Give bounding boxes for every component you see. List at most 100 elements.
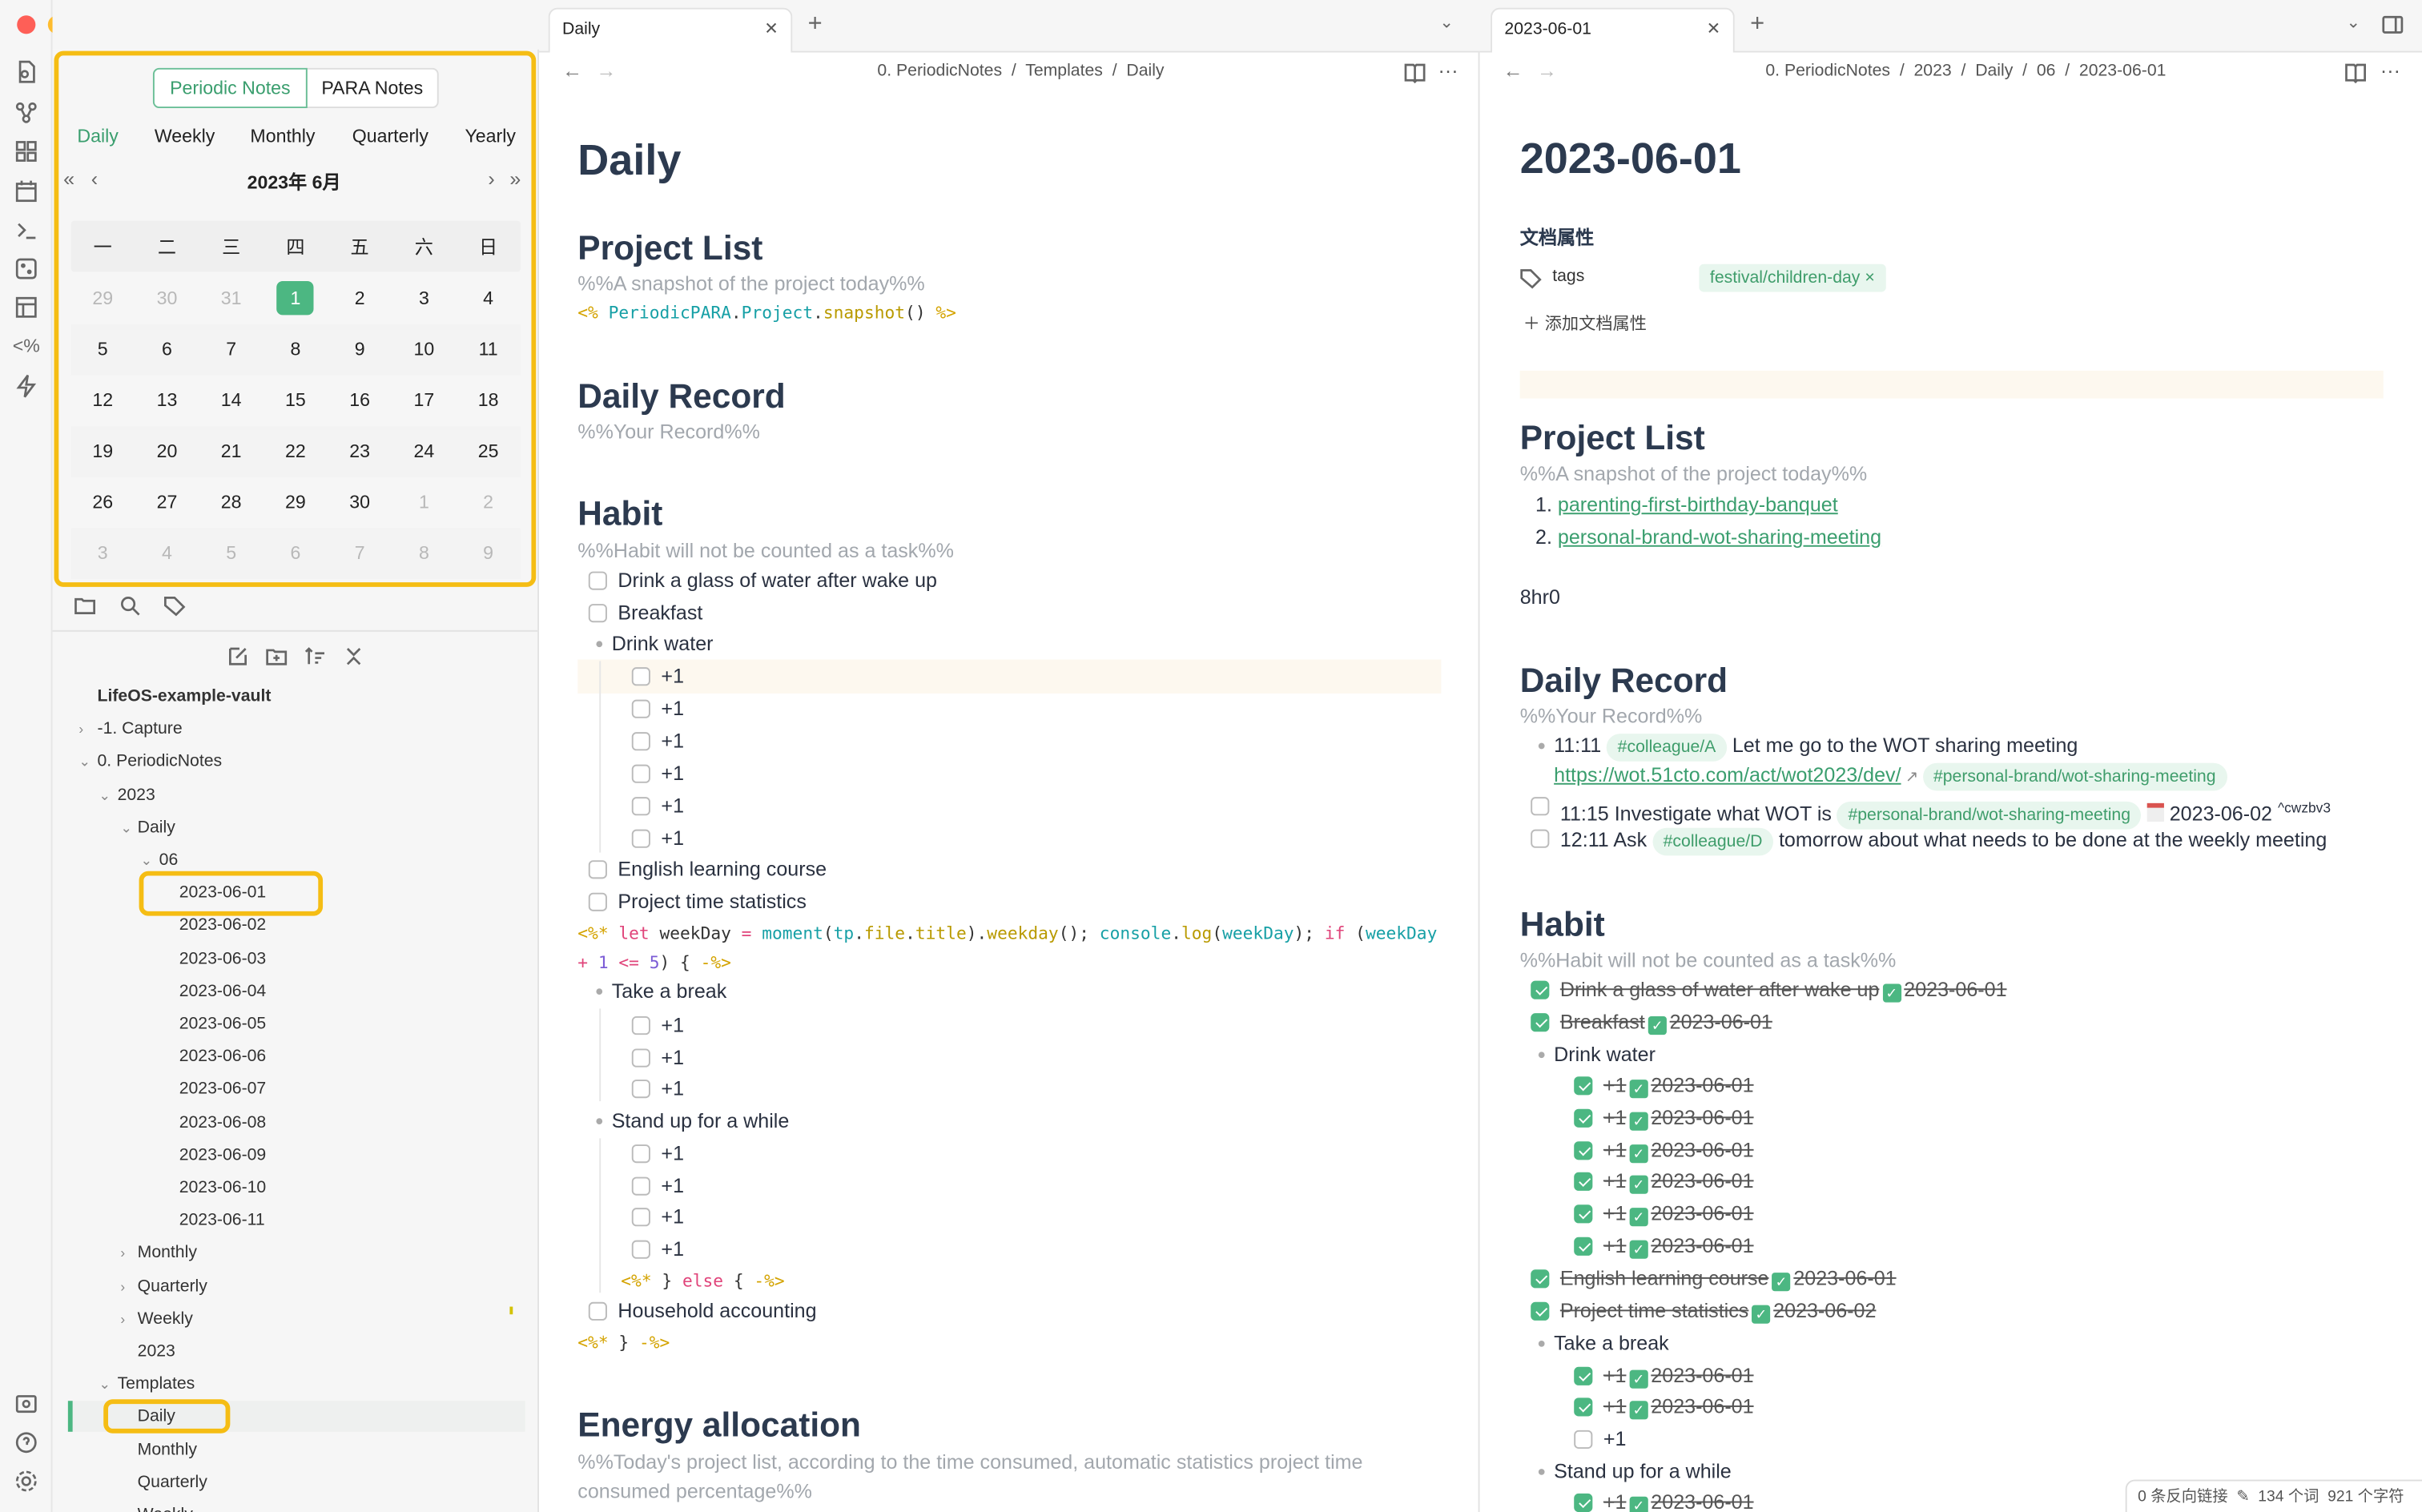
period-tab-yearly[interactable]: Yearly <box>465 125 516 147</box>
file-item[interactable]: 2023-06-09 <box>179 1145 267 1164</box>
folder-item[interactable]: -1. Capture <box>97 720 183 739</box>
task-checkbox[interactable] <box>631 797 650 816</box>
dice-icon[interactable] <box>14 256 38 281</box>
file-item[interactable]: Monthly <box>137 1440 197 1459</box>
chevron-right-icon[interactable]: › <box>120 1310 126 1327</box>
task-checkbox[interactable] <box>1574 1140 1593 1160</box>
project-link[interactable]: parenting-first-birthday-banquet <box>1557 493 1838 517</box>
prev-month-button[interactable]: ‹ <box>91 167 99 191</box>
folder-icon[interactable] <box>73 593 98 618</box>
backlinks-count[interactable]: 0 条反向链接 <box>2138 1489 2228 1506</box>
property-value-tag[interactable]: festival/children-day × <box>1699 263 1886 292</box>
help-icon[interactable] <box>14 1430 38 1455</box>
calendar-day[interactable]: 2 <box>354 287 365 309</box>
chevron-right-icon[interactable]: › <box>120 1278 126 1294</box>
task-checkbox[interactable] <box>1531 1269 1550 1289</box>
search-icon[interactable] <box>118 593 143 618</box>
calendar-day[interactable]: 7 <box>226 338 237 360</box>
calendar-day[interactable]: 2 <box>483 491 494 513</box>
tag[interactable]: #personal-brand/wot-sharing-meeting <box>1837 802 2142 830</box>
folder-item[interactable]: Quarterly <box>137 1277 207 1296</box>
chevron-down-icon[interactable]: ⌄ <box>78 754 91 770</box>
project-link[interactable]: personal-brand-wot-sharing-meeting <box>1557 525 1882 549</box>
calendar-day[interactable]: 3 <box>97 541 108 564</box>
task-checkbox[interactable] <box>1574 1204 1593 1224</box>
task-checkbox[interactable] <box>631 1144 650 1164</box>
file-item[interactable]: 2023-06-10 <box>179 1178 267 1197</box>
calendar-day[interactable]: 29 <box>285 491 306 513</box>
file-item[interactable]: 2023-06-01 <box>179 883 267 903</box>
reading-view-icon[interactable] <box>1402 60 1427 85</box>
task-checkbox[interactable] <box>588 571 607 590</box>
period-tab-weekly[interactable]: Weekly <box>154 125 215 147</box>
add-property-button[interactable]: ＋ 添加文档属性 <box>1523 311 1647 336</box>
calendar-day[interactable]: 23 <box>349 440 371 462</box>
calendar-icon[interactable] <box>14 179 38 204</box>
calendar-day-selected[interactable]: 1 <box>276 280 315 316</box>
calendar-day[interactable]: 29 <box>92 287 114 309</box>
tab-list-chevron-icon[interactable]: ⌄ <box>1439 14 1454 33</box>
folder-item[interactable]: 2023 <box>117 785 155 805</box>
calendar-day[interactable]: 1 <box>418 491 429 513</box>
calendar-day[interactable]: 30 <box>349 491 371 513</box>
calendar-day[interactable]: 4 <box>483 287 494 309</box>
folder-item[interactable]: Weekly <box>137 1309 193 1329</box>
back-arrow-icon[interactable]: ← <box>561 58 583 82</box>
task-checkbox[interactable] <box>1574 1108 1593 1128</box>
file-item[interactable]: 2023-06-03 <box>179 949 267 968</box>
breadcrumb-item[interactable]: 2023-06-01 <box>2078 62 2167 81</box>
graph-icon[interactable] <box>14 100 38 125</box>
remove-tag-icon[interactable]: × <box>1865 268 1875 288</box>
edit-mode-icon[interactable]: ✎ <box>2236 1489 2250 1506</box>
task-checkbox[interactable] <box>1531 1013 1550 1032</box>
forward-arrow-icon[interactable]: → <box>1536 58 1557 82</box>
chevron-down-icon[interactable]: ⌄ <box>99 1376 111 1393</box>
next-year-button[interactable]: » <box>509 167 521 191</box>
task-checkbox[interactable] <box>588 892 607 911</box>
calendar-day[interactable]: 14 <box>220 388 242 411</box>
task-checkbox[interactable] <box>1574 1237 1593 1256</box>
prev-year-button[interactable]: « <box>63 167 75 191</box>
tab-daily[interactable]: Daily ✕ <box>548 7 793 53</box>
breadcrumb-item[interactable]: Daily <box>1126 62 1165 81</box>
folder-item[interactable]: Monthly <box>137 1244 197 1263</box>
folder-item[interactable]: Templates <box>117 1374 195 1393</box>
tags-icon[interactable] <box>162 593 187 618</box>
calendar-day[interactable]: 28 <box>220 491 242 513</box>
calendar-day[interactable]: 9 <box>483 541 494 564</box>
task-checkbox[interactable] <box>631 1176 650 1196</box>
calendar-day[interactable]: 18 <box>477 388 499 411</box>
tab-2023-06-01[interactable]: 2023-06-01 ✕ <box>1491 7 1735 53</box>
calendar-day[interactable]: 6 <box>162 338 172 360</box>
calendar-day[interactable]: 9 <box>354 338 365 360</box>
folder-item[interactable]: 0. PeriodicNotes <box>97 752 223 772</box>
task-checkbox[interactable] <box>1574 1430 1593 1449</box>
calendar-day[interactable]: 7 <box>354 541 365 564</box>
task-checkbox[interactable] <box>1574 1076 1593 1096</box>
task-checkbox[interactable] <box>631 1080 650 1099</box>
calendar-day[interactable]: 4 <box>162 541 172 564</box>
breadcrumb-item[interactable]: Templates <box>1025 62 1103 81</box>
task-checkbox[interactable] <box>631 1208 650 1228</box>
file-item[interactable]: 2023-06-06 <box>179 1047 267 1067</box>
blocks-icon[interactable] <box>14 139 38 164</box>
tag[interactable]: #colleague/D <box>1652 827 1773 856</box>
back-arrow-icon[interactable]: ← <box>1503 58 1523 82</box>
more-options-icon[interactable]: ··· <box>2380 58 2400 82</box>
task-checkbox[interactable] <box>1574 1366 1593 1385</box>
file-item[interactable]: 2023-06-07 <box>179 1080 267 1099</box>
calendar-day[interactable]: 26 <box>92 491 114 513</box>
periodic-notes-tab[interactable]: Periodic Notes <box>152 67 308 108</box>
new-note-icon[interactable] <box>226 644 251 669</box>
file-search-icon[interactable] <box>14 60 38 85</box>
reading-view-icon[interactable] <box>2344 60 2368 85</box>
calendar-day[interactable]: 15 <box>285 388 306 411</box>
task-checkbox[interactable] <box>588 860 607 879</box>
calendar-day[interactable]: 8 <box>418 541 429 564</box>
calendar-day[interactable]: 10 <box>413 338 435 360</box>
calendar-day[interactable]: 13 <box>156 388 178 411</box>
file-item[interactable]: 2023-06-05 <box>179 1015 267 1034</box>
lightning-icon[interactable] <box>14 374 38 399</box>
close-tab-icon[interactable]: ✕ <box>1706 20 1721 39</box>
task-checkbox[interactable] <box>1531 980 1550 999</box>
